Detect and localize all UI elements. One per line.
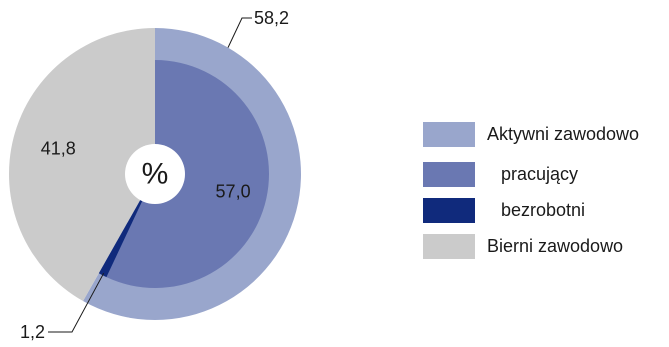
center-hole (125, 144, 185, 204)
legend-label-bierni-zawodowo: Bierni zawodowo (487, 236, 624, 256)
data-label-bezrobotni: 1,2 (20, 322, 45, 342)
slice-pracujacy (106, 60, 269, 288)
legend-label-bezrobotni: bezrobotni (501, 200, 586, 220)
legend-label-aktywni-zawodowo: Aktywni zawodowo (487, 124, 640, 144)
legend-label-pracujacy: pracujący (501, 164, 579, 184)
leader-line-aktywni-zawodowo (227, 17, 252, 48)
center-label: % (142, 158, 169, 191)
leader-line-bezrobotni (48, 272, 105, 333)
legend-swatch-aktywni-zawodowo (423, 122, 475, 147)
leader-lines (48, 17, 252, 333)
legend-item-aktywni-zawodowo: Aktywni zawodowo (423, 120, 669, 150)
data-labels: 57,0 41,8 58,2 1,2 (20, 8, 289, 342)
slice-bierni-zawodowo (8, 28, 155, 302)
legend-item-bierni-zawodowo: Bierni zawodowo (423, 232, 669, 262)
data-label-pracujacy: 57,0 (216, 181, 251, 201)
legend-swatch-bezrobotni (423, 198, 475, 223)
data-label-aktywni-zawodowo: 58,2 (254, 8, 289, 28)
legend-swatch-pracujacy (423, 162, 475, 187)
legend-swatch-bierni-zawodowo (423, 234, 475, 259)
legend-item-bezrobotni: bezrobotni (423, 196, 669, 226)
legend-item-pracujacy: pracujący (423, 160, 669, 190)
data-label-bierni-zawodowo: 41,8 (41, 139, 76, 159)
